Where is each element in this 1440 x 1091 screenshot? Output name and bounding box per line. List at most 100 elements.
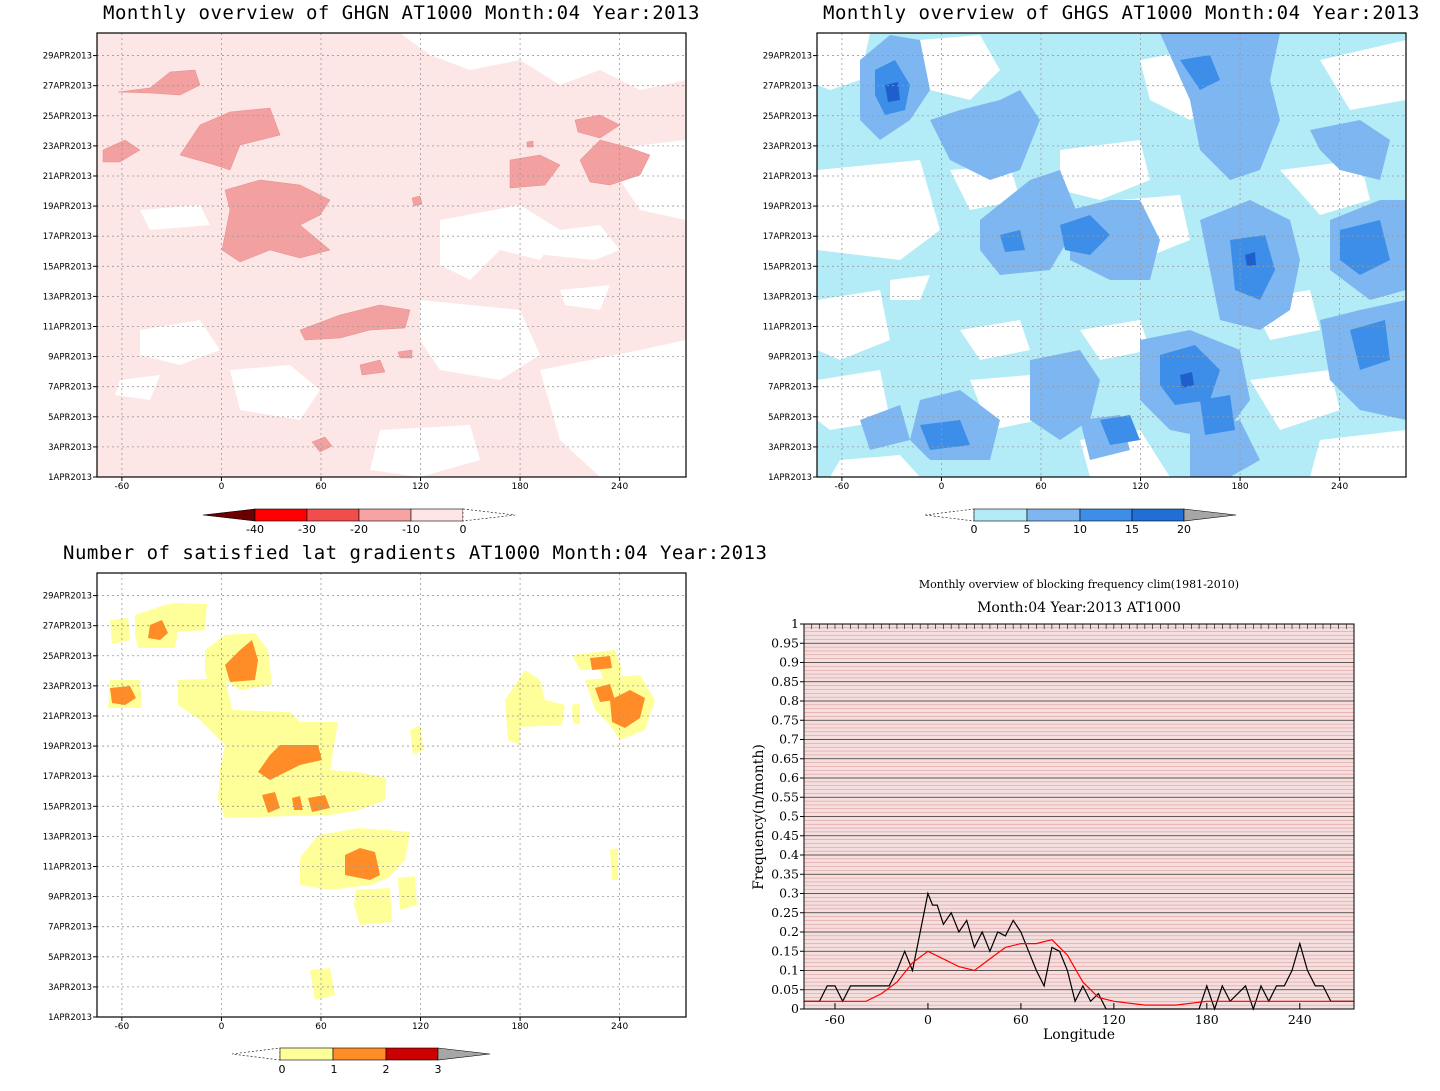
ghgs-y-axis: 29APR2013 27APR2013 25APR2013 23APR2013 21AP… <box>763 52 817 483</box>
freq-grid <box>803 623 1355 1010</box>
ghgn-title: Monthly overview of GHGN AT1000 Month:04… <box>103 2 700 24</box>
x-tick-label: 180 <box>511 1022 528 1032</box>
x-tick-label: 120 <box>1102 1012 1126 1027</box>
x-tick-label: -60 <box>835 482 850 492</box>
y-tick-label: 5APR2013 <box>768 413 812 423</box>
ghgn-panel: Monthly overview of GHGN AT1000 Month:04… <box>0 0 720 540</box>
ghgn-y-axis: 29APR2013 27APR2013 25APR2013 23APR2013 21AP… <box>43 52 97 483</box>
x-tick-label: 240 <box>1331 482 1348 492</box>
y-tick-label: 17APR2013 <box>43 772 92 782</box>
colorbar-label: 2 <box>383 1063 390 1076</box>
y-tick-label: 0.65 <box>771 751 799 766</box>
ghgs-frame <box>816 32 1407 478</box>
y-tick-label: 0.6 <box>779 770 799 785</box>
x-tick-label: 180 <box>1231 482 1248 492</box>
colorbar-label: 10 <box>1073 523 1087 536</box>
climatology-line <box>804 939 1354 1006</box>
colorbar-swatch <box>254 508 308 522</box>
colorbar-label: 15 <box>1125 523 1139 536</box>
colorbar-label: -10 <box>402 523 420 536</box>
y-tick-label: 7APR2013 <box>48 383 92 393</box>
y-tick-label: 21APR2013 <box>763 172 812 182</box>
colorbar-label: 0 <box>971 523 978 536</box>
y-tick-label: 0.5 <box>779 809 799 824</box>
y-tick-label: 19APR2013 <box>763 202 812 212</box>
freq-title: Month:04 Year:2013 AT1000 <box>977 600 1181 616</box>
ghgn-colorbar: -40 -30 -20 -10 0 <box>202 508 516 536</box>
y-tick-label: 29APR2013 <box>43 52 92 62</box>
freq-xlabel: Longitude <box>1043 1027 1115 1043</box>
y-tick-label: 0.55 <box>771 789 799 804</box>
x-tick-label: 240 <box>611 1022 628 1032</box>
lat-title: Number of satisfied lat gradients AT1000… <box>63 542 768 564</box>
colorbar-label: 5 <box>1024 523 1031 536</box>
lat-x-axis: -60 0 60 120 180 240 <box>115 1017 628 1032</box>
colorbar-swatch <box>1183 508 1237 522</box>
y-tick-label: 0.95 <box>771 635 799 650</box>
lat-colorbar: 0 1 2 3 <box>231 1047 491 1076</box>
freq-ylabel: Frequency(n/month) <box>751 744 767 890</box>
colorbar-label: -40 <box>246 523 264 536</box>
x-tick-label: 60 <box>1013 1012 1029 1027</box>
colorbar-swatch <box>1026 508 1081 522</box>
colorbar-label: 20 <box>1177 523 1191 536</box>
y-tick-label: 7APR2013 <box>48 923 92 933</box>
x-tick-label: 60 <box>1035 482 1047 492</box>
colorbar-swatch <box>332 1047 387 1061</box>
x-tick-label: 120 <box>412 482 429 492</box>
freq-panel: Monthly overview of blocking frequency c… <box>720 540 1440 1091</box>
y-tick-label: 29APR2013 <box>43 592 92 602</box>
y-tick-label: 0.45 <box>771 828 799 843</box>
y-tick-label: 0.75 <box>771 712 799 727</box>
lat-field <box>97 573 686 1017</box>
y-tick-label: 15APR2013 <box>763 262 812 272</box>
colorbar-swatch <box>385 1047 439 1061</box>
y-tick-label: 19APR2013 <box>43 742 92 752</box>
x-tick-label: 180 <box>1195 1012 1219 1027</box>
y-tick-label: 9APR2013 <box>48 353 92 363</box>
y-tick-label: 13APR2013 <box>43 832 92 842</box>
y-tick-label: 15APR2013 <box>43 262 92 272</box>
y-tick-label: 23APR2013 <box>43 682 92 692</box>
y-tick-label: 21APR2013 <box>43 712 92 722</box>
y-tick-label: 0.2 <box>779 924 799 939</box>
y-tick-label: 1APR2013 <box>768 473 812 483</box>
colorbar-label: -30 <box>298 523 316 536</box>
y-tick-label: 0.25 <box>771 905 799 920</box>
y-tick-label: 17APR2013 <box>43 232 92 242</box>
y-tick-label: 0.7 <box>779 732 799 747</box>
x-tick-label: 0 <box>939 482 945 492</box>
y-tick-label: 27APR2013 <box>43 82 92 92</box>
freq-series <box>804 891 1354 1011</box>
colorbar-label: 0 <box>279 1063 286 1076</box>
y-tick-label: 13APR2013 <box>43 292 92 302</box>
y-tick-label: 29APR2013 <box>763 52 812 62</box>
x-tick-label: 180 <box>511 482 528 492</box>
y-tick-label: 0.8 <box>779 693 799 708</box>
freq-x-axis: -60 0 60 120 180 240 <box>825 1003 1312 1027</box>
y-tick-label: 0 <box>791 1001 799 1016</box>
y-tick-label: 0.15 <box>771 943 799 958</box>
colorbar-swatch <box>410 508 464 522</box>
colorbar-swatch <box>202 508 256 522</box>
ghgs-plot: 29APR2013 27APR2013 25APR2013 23APR2013 21AP… <box>763 32 1407 536</box>
ghgs-panel: Monthly overview of GHGS AT1000 Month:04… <box>720 0 1440 540</box>
x-tick-label: 120 <box>1132 482 1149 492</box>
colorbar-label: 3 <box>435 1063 442 1076</box>
y-tick-label: 13APR2013 <box>763 292 812 302</box>
colorbar-swatch <box>231 1047 281 1061</box>
x-tick-label: 0 <box>219 1022 225 1032</box>
y-tick-label: 0.1 <box>779 963 799 978</box>
ghgs-x-axis: -60 0 60 120 180 240 <box>835 477 1348 492</box>
colorbar-swatch <box>973 508 1028 522</box>
freq-y-axis: 0 0.05 0.1 0.15 0.2 0.25 0.3 0.35 0.4 0.45 0.5 0.55… <box>771 616 804 1016</box>
colorbar-swatch <box>358 508 412 522</box>
y-tick-label: 0.85 <box>771 674 799 689</box>
x-tick-label: 60 <box>315 1022 327 1032</box>
ghgn-x-axis: -60 0 60 120 180 240 <box>115 477 628 492</box>
ghgn-field <box>97 33 686 477</box>
y-tick-label: 25APR2013 <box>43 652 92 662</box>
colorbar-label: 0 <box>460 523 467 536</box>
y-tick-label: 3APR2013 <box>768 443 812 453</box>
y-tick-label: 3APR2013 <box>48 443 92 453</box>
